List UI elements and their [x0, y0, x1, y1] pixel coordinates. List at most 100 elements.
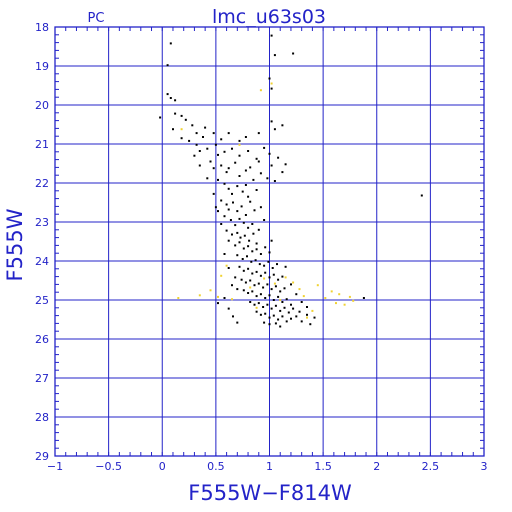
chart-title: lmc_u63s03 — [212, 6, 326, 28]
star-point-secondary — [270, 82, 273, 85]
star-point — [159, 116, 162, 119]
star-point — [227, 167, 230, 170]
star-point-secondary — [302, 295, 305, 298]
star-point — [255, 295, 258, 298]
star-point — [206, 177, 209, 180]
star-point — [214, 143, 217, 146]
star-point — [227, 267, 230, 269]
star-point — [251, 290, 254, 293]
star-point — [220, 199, 223, 202]
star-point — [292, 52, 295, 55]
star-point — [225, 229, 228, 232]
star-point — [247, 150, 250, 152]
star-point — [238, 217, 241, 220]
star-point — [254, 259, 257, 262]
star-point — [231, 192, 233, 195]
star-point — [246, 255, 248, 258]
star-point — [281, 124, 284, 127]
star-point — [244, 169, 247, 172]
star-point — [259, 253, 262, 255]
star-point — [247, 226, 250, 229]
star-point — [242, 289, 245, 292]
x-tick-label: −0.5 — [95, 460, 122, 473]
star-point — [242, 269, 245, 272]
star-point — [169, 42, 172, 45]
star-point — [268, 316, 271, 319]
star-point — [292, 307, 295, 310]
star-point — [238, 154, 241, 157]
star-point — [270, 288, 273, 291]
star-point-secondary — [249, 286, 252, 289]
star-point — [238, 175, 241, 177]
star-point — [223, 253, 226, 255]
star-point — [262, 306, 265, 308]
star-point — [195, 132, 198, 135]
star-point — [257, 160, 260, 163]
star-point-secondary — [330, 290, 333, 293]
y-tick-label: 21 — [35, 138, 49, 151]
data-points — [159, 34, 423, 328]
star-point — [191, 124, 194, 127]
star-point — [232, 315, 234, 318]
star-point — [267, 260, 270, 263]
star-point — [268, 323, 271, 326]
star-point — [217, 210, 219, 213]
star-point — [231, 233, 233, 236]
star-point — [255, 157, 258, 160]
star-point — [240, 205, 243, 208]
star-point — [284, 265, 287, 268]
y-tick-label: 19 — [35, 60, 49, 73]
star-point — [273, 54, 276, 57]
star-point — [217, 302, 219, 305]
star-point — [264, 297, 267, 299]
x-tick-label: −1 — [47, 460, 63, 473]
x-tick-label: 0 — [159, 460, 166, 473]
star-point — [209, 160, 212, 163]
star-point — [295, 293, 298, 296]
star-point — [247, 195, 250, 198]
star-point — [250, 260, 253, 263]
star-point — [195, 143, 198, 146]
star-point — [220, 164, 223, 167]
star-point — [247, 245, 250, 248]
star-point-secondary — [306, 316, 308, 319]
star-point — [272, 299, 275, 301]
star-point — [266, 283, 269, 286]
star-point-secondary — [255, 306, 258, 309]
star-point — [236, 185, 239, 188]
star-point — [214, 206, 217, 209]
star-point — [236, 321, 239, 324]
star-point — [281, 171, 284, 174]
star-point — [281, 315, 284, 318]
star-point-secondary — [298, 288, 301, 291]
y-tick-label: 24 — [35, 255, 49, 268]
star-point — [252, 232, 255, 235]
star-point-secondary — [263, 277, 266, 280]
star-point — [257, 302, 260, 305]
star-point — [223, 215, 226, 218]
star-point — [277, 295, 280, 298]
star-point — [420, 194, 423, 197]
star-point — [259, 206, 262, 209]
star-point — [251, 272, 254, 275]
y-tick-label: 29 — [35, 450, 49, 463]
star-point — [249, 301, 252, 303]
star-point — [270, 239, 273, 242]
star-point — [252, 178, 255, 181]
star-point — [225, 171, 228, 174]
star-point — [184, 118, 187, 121]
star-point — [247, 267, 250, 270]
star-point — [227, 132, 230, 135]
star-point-secondary — [217, 295, 219, 298]
star-point — [240, 278, 243, 281]
star-point — [242, 221, 245, 224]
star-point — [220, 138, 223, 141]
star-point-secondary — [324, 297, 327, 299]
star-point — [166, 64, 169, 67]
star-point — [255, 310, 258, 313]
y-tick-label: 20 — [35, 99, 49, 112]
star-point — [231, 147, 233, 150]
star-point — [268, 294, 271, 297]
star-point — [277, 278, 280, 281]
